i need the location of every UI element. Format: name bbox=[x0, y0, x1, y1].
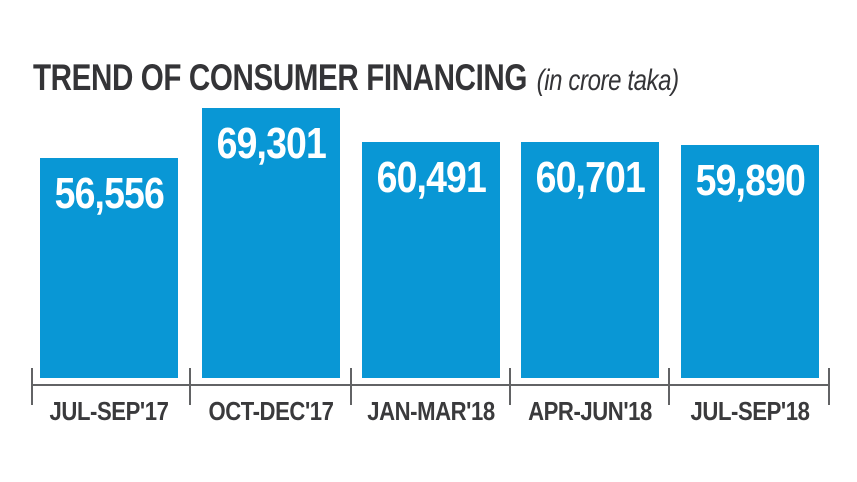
category-label-APR-JUN'18: APR-JUN'18 bbox=[528, 396, 652, 426]
bar-JUL-SEP'17: 56,556 bbox=[40, 158, 178, 378]
bar-value-label: 60,491 bbox=[376, 153, 486, 202]
bar-value-label: 69,301 bbox=[216, 119, 326, 168]
bar-OCT-DEC'17: 69,301 bbox=[202, 108, 340, 378]
x-axis-tick-2 bbox=[350, 368, 352, 405]
x-axis-tick-3 bbox=[509, 368, 511, 405]
x-axis-tick-4 bbox=[668, 368, 670, 405]
bar-value-label: 56,556 bbox=[54, 169, 164, 218]
x-axis-tick-1 bbox=[189, 368, 191, 405]
bar-APR-JUN'18: 60,701 bbox=[521, 142, 659, 378]
x-axis-tick-0 bbox=[31, 368, 33, 405]
chart-title: TREND OF CONSUMER FINANCING bbox=[33, 57, 528, 98]
category-label-JUL-SEP'17: JUL-SEP'17 bbox=[49, 396, 169, 426]
x-axis-tick-5 bbox=[828, 368, 830, 405]
category-label-OCT-DEC'17: OCT-DEC'17 bbox=[208, 396, 334, 426]
category-label-JUL-SEP'18: JUL-SEP'18 bbox=[690, 396, 810, 426]
bar-value-label: 60,701 bbox=[535, 153, 645, 202]
chart-title-row: TREND OF CONSUMER FINANCING (in crore ta… bbox=[33, 57, 679, 99]
x-axis-line bbox=[32, 384, 830, 386]
bar-JUL-SEP'18: 59,890 bbox=[681, 145, 819, 378]
chart-subtitle: (in crore taka) bbox=[536, 64, 679, 97]
bar-JAN-MAR'18: 60,491 bbox=[362, 142, 500, 378]
category-label-JAN-MAR'18: JAN-MAR'18 bbox=[367, 396, 495, 426]
bar-value-label: 59,890 bbox=[695, 156, 805, 205]
